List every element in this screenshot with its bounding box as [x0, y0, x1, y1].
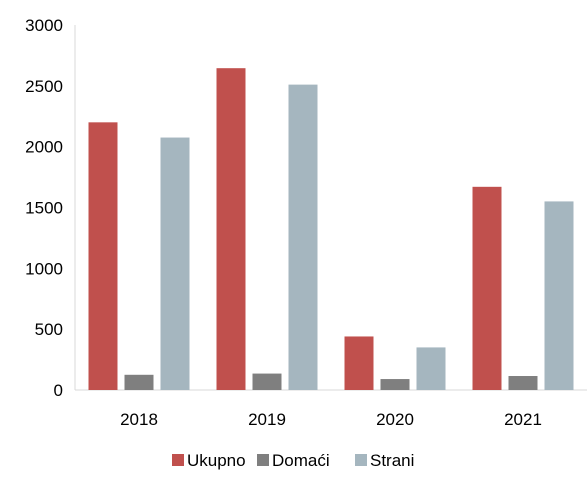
y-tick-label: 500	[35, 320, 63, 339]
y-tick-label: 0	[54, 381, 63, 400]
y-tick-label: 3000	[25, 16, 63, 35]
x-tick-label: 2019	[248, 410, 286, 429]
y-tick-label: 1000	[25, 259, 63, 278]
bar-strani-2019	[288, 84, 318, 390]
legend: Ukupno Domaći Strani	[172, 451, 414, 470]
x-tick-label: 2021	[504, 410, 542, 429]
x-tick-label: 2020	[376, 410, 414, 429]
legend-label-strani: Strani	[370, 451, 414, 470]
bar-ukupno-2018	[88, 122, 118, 390]
y-tick-label: 1500	[25, 199, 63, 218]
y-tick-label: 2000	[25, 138, 63, 157]
x-tick-label: 2018	[120, 410, 158, 429]
bar-strani-2018	[160, 137, 190, 390]
legend-label-doma-i: Domaći	[272, 451, 330, 470]
legend-swatch-doma-i	[257, 454, 269, 466]
legend-swatch-strani	[355, 454, 367, 466]
bar-ukupno-2021	[472, 186, 502, 390]
legend-swatch-ukupno	[172, 454, 184, 466]
bar-strani-2020	[416, 347, 446, 390]
bar-doma-i-2021	[508, 376, 538, 390]
bar-doma-i-2019	[252, 373, 282, 390]
bar-doma-i-2018	[124, 374, 154, 390]
y-tick-label: 2500	[25, 77, 63, 96]
bar-ukupno-2019	[216, 68, 246, 391]
bar-ukupno-2020	[344, 336, 374, 390]
legend-label-ukupno: Ukupno	[187, 451, 246, 470]
plot-area: 0 500 1000 1500 2000 2500 3000 2018 2019 2020 2021	[25, 16, 587, 429]
bar-doma-i-2020	[380, 379, 410, 390]
bar-strani-2021	[544, 201, 574, 390]
